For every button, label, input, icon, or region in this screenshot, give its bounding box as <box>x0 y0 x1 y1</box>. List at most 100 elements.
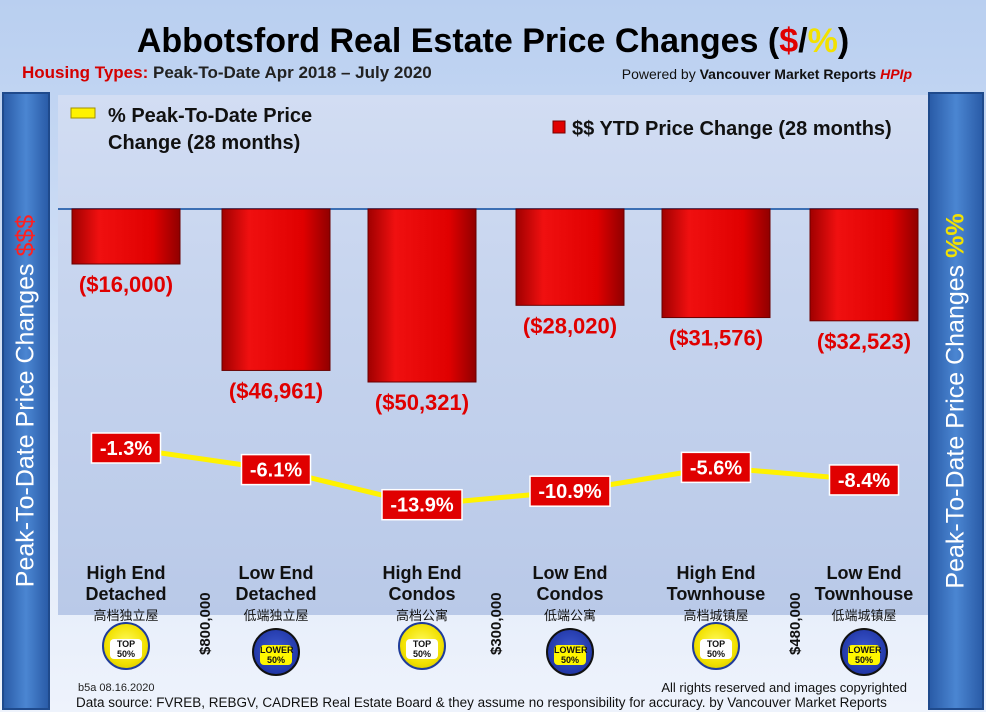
bar-4 <box>515 208 625 306</box>
category-cn: 低端公寓 <box>543 608 596 623</box>
bar-1 <box>71 208 181 265</box>
pct-point-5: -5.6% <box>680 451 752 484</box>
badge-text-2: 50% <box>116 649 135 659</box>
title-dollar: $ <box>779 22 799 60</box>
category-line2: Detached <box>85 584 167 604</box>
title-slash: / <box>798 22 808 60</box>
right-axis-panel: Peak-To-Date Price Changes %% <box>928 92 984 710</box>
badge-text-1: TOP <box>412 639 432 649</box>
top-50-badge: TOP 50% <box>398 622 446 670</box>
bar-label-2: ($46,961) <box>229 378 323 403</box>
category-line2: Townhouse <box>666 584 766 604</box>
badge-text-1: LOWER <box>554 645 588 655</box>
category-label-6: Low End Townhouse 低端城镇屋 <box>799 563 929 626</box>
bar-label-3: ($50,321) <box>375 390 469 415</box>
footer-id: b5a 08.16.2020 <box>78 682 155 694</box>
pct-point-2: -6.1% <box>240 453 312 486</box>
bar-3 <box>367 208 477 383</box>
badge-text-1: LOWER <box>260 645 294 655</box>
bar-6 <box>809 208 919 322</box>
category-label-5: High End Townhouse 高档城镇屋 <box>651 563 781 626</box>
category-line1: Low End <box>826 563 902 583</box>
price-split-2: $300,000 <box>488 592 505 655</box>
pct-label-4: -10.9% <box>538 481 602 503</box>
powered-hpi: HPIp <box>880 66 912 82</box>
title-percent: % <box>807 22 838 60</box>
pct-label-5: -5.6% <box>690 457 742 479</box>
pct-point-1: -1.3% <box>90 432 162 464</box>
bar-2 <box>221 208 331 371</box>
category-line2: Detached <box>235 584 317 604</box>
chart-title: Abbotsford Real Estate Price Changes ($/… <box>0 22 986 61</box>
left-axis-panel: Peak-To-Date Price Changes $$$ <box>2 92 50 710</box>
category-cn: 低端城镇屋 <box>831 608 897 623</box>
category-line1: Low End <box>532 563 608 583</box>
bar-5 <box>661 208 771 319</box>
badge-text-2: 50% <box>706 649 725 659</box>
category-line2: Townhouse <box>814 584 914 604</box>
lower-50-badge: LOWER 50% <box>840 628 888 676</box>
price-split-1: $800,000 <box>197 592 214 655</box>
category-cn: 低端独立屋 <box>243 608 309 623</box>
pct-point-6: -8.4% <box>828 464 900 496</box>
pct-label-1: -1.3% <box>100 438 152 460</box>
badge-band: TOP 50% <box>110 639 142 659</box>
powered-prefix: Powered by <box>621 66 700 82</box>
bar-label-6: ($32,523) <box>817 329 911 354</box>
top-50-badge: TOP 50% <box>102 622 150 670</box>
badge-text-1: TOP <box>706 639 726 649</box>
pct-point-4: -10.9% <box>529 475 611 507</box>
category-line1: High End <box>86 563 166 583</box>
category-label-4: Low End Condos 低端公寓 <box>505 563 635 626</box>
title-suffix: ) <box>837 22 850 60</box>
category-line2: Condos <box>536 584 604 604</box>
category-line2: Condos <box>388 584 456 604</box>
category-cn: 高档公寓 <box>395 608 448 623</box>
badge-text-2: 50% <box>560 655 579 665</box>
lower-50-badge: LOWER 50% <box>546 628 594 676</box>
pct-point-3: -13.9% <box>381 488 463 521</box>
badge-text-1: TOP <box>116 639 136 649</box>
category-cn: 高档城镇屋 <box>683 608 749 623</box>
badge-band: TOP 50% <box>406 639 438 659</box>
badge-text-2: 50% <box>412 649 431 659</box>
bar-label-4: ($28,020) <box>523 313 617 338</box>
legend-bar-label: $$ YTD Price Change (28 months) <box>572 118 892 140</box>
footer-rights: All rights reserved and images copyright… <box>661 680 907 695</box>
top-50-badge: TOP 50% <box>692 622 740 670</box>
badge-band: LOWER 50% <box>848 645 882 665</box>
category-cn: 高档独立屋 <box>93 608 159 623</box>
legend-line: % Peak-To-Date Price Change (28 months) <box>108 103 312 157</box>
badge-text-2: 50% <box>854 655 873 665</box>
bar-label-5: ($31,576) <box>669 326 763 351</box>
legend-bar-swatch <box>552 120 566 134</box>
badge-band: LOWER 50% <box>260 645 294 665</box>
category-line1: High End <box>382 563 462 583</box>
badge-band: LOWER 50% <box>554 645 588 665</box>
lower-50-badge: LOWER 50% <box>252 628 300 676</box>
powered-by: Powered by Vancouver Market Reports HPIp <box>622 66 912 82</box>
category-label-1: High End Detached 高档独立屋 <box>61 563 191 626</box>
pct-series-line <box>125 445 865 508</box>
legend-line-label-1: % Peak-To-Date Price <box>108 105 313 127</box>
category-label-2: Low End Detached 低端独立屋 <box>211 563 341 626</box>
category-label-3: High End Condos 高档公寓 <box>357 563 487 626</box>
chart-subtitle: Housing Types: Peak-To-Date Apr 2018 – J… <box>22 63 432 83</box>
subtitle-label: Housing Types: <box>22 63 149 82</box>
pct-label-6: -8.4% <box>838 470 890 492</box>
legend-bar: $$ YTD Price Change (28 months) <box>572 116 892 143</box>
plot-area <box>58 95 928 615</box>
subtitle-text: Peak-To-Date Apr 2018 – July 2020 <box>152 63 432 82</box>
pct-label-3: -13.9% <box>390 495 454 517</box>
legend-line-label-2: Change (28 months) <box>108 132 301 154</box>
legend-line-swatch <box>70 107 96 119</box>
price-split-3: $480,000 <box>787 592 804 655</box>
badge-text-2: 50% <box>266 655 285 665</box>
footer-source: Data source: FVREB, REBGV, CADREB Real E… <box>76 695 887 710</box>
powered-brand: Vancouver Market Reports <box>699 66 877 82</box>
category-line1: Low End <box>238 563 314 583</box>
category-line1: High End <box>676 563 756 583</box>
badge-band: TOP 50% <box>700 639 732 659</box>
